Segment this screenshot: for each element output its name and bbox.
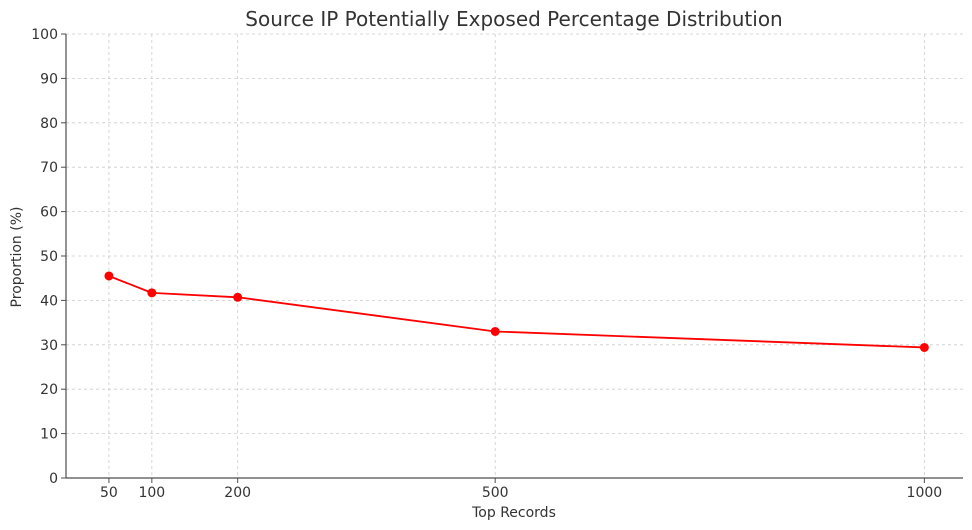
ticks-layer: 0 10 20 30 40 50 60 70 80 90 100 50 100 200 500 1000 <box>31 27 942 501</box>
chart-title: Source IP Potentially Exposed Percentage… <box>245 7 782 31</box>
series-layer <box>104 271 929 352</box>
data-point <box>490 326 500 336</box>
data-point <box>919 342 929 352</box>
y-tick-label: 100 <box>31 27 58 43</box>
grid-layer <box>66 33 963 479</box>
y-tick-label: 50 <box>40 249 58 265</box>
data-point <box>233 292 243 302</box>
y-tick-label: 10 <box>40 427 58 443</box>
data-point <box>104 271 114 281</box>
x-tick-label: 50 <box>100 485 118 501</box>
y-tick-label: 0 <box>49 471 58 487</box>
y-tick-label: 40 <box>40 293 58 309</box>
series-line <box>108 275 925 349</box>
y-tick-label: 80 <box>40 116 58 132</box>
x-tick-label: 1000 <box>907 485 943 501</box>
y-tick-label: 20 <box>40 382 58 398</box>
y-tick-label: 30 <box>40 338 58 354</box>
x-tick-label: 500 <box>482 485 509 501</box>
x-tick-label: 100 <box>138 485 165 501</box>
y-axis-label: Proportion (%) <box>9 207 25 308</box>
x-tick-label: 200 <box>224 485 251 501</box>
data-point <box>147 288 157 298</box>
y-tick-label: 70 <box>40 160 58 176</box>
y-tick-label: 60 <box>40 205 58 221</box>
y-tick-label: 90 <box>40 71 58 87</box>
x-axis-label: Top Records <box>471 505 556 521</box>
